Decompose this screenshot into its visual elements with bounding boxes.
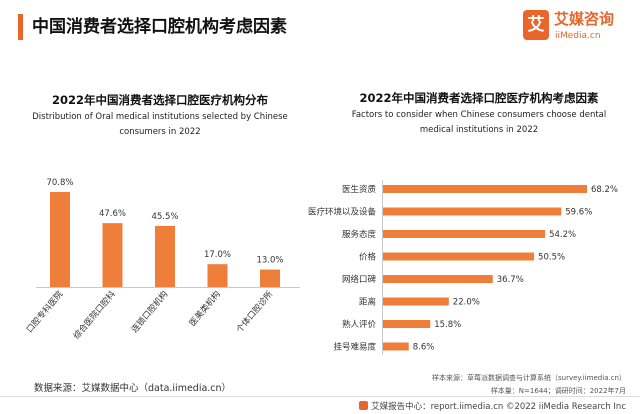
right-bar-value-label: 68.2% (591, 185, 618, 195)
right-chart-subtitle-line2: medical institutions in 2022 (419, 125, 539, 135)
left-bar-value-label: 45.5% (151, 212, 178, 222)
logo-mark-text: 艾 (527, 15, 545, 35)
right-bar (383, 342, 409, 351)
title-accent-bar (18, 14, 23, 40)
right-bar-value-label: 15.8% (434, 320, 461, 330)
sample-size-note: 样本量：N=1644；调研时间：2022年7月 (490, 387, 626, 395)
left-bar-value-label: 17.0% (204, 250, 231, 260)
left-bar (260, 269, 280, 287)
right-bar-value-label: 59.6% (565, 208, 592, 218)
right-bar (383, 275, 493, 283)
page-title: 中国消费者选择口腔机构考虑因素 (32, 17, 287, 37)
right-bar (383, 297, 449, 306)
left-category-label: 医美类机构 (187, 289, 223, 329)
left-bar-value-label: 13.0% (256, 256, 283, 266)
copyright-text: 艾媒报告中心：report.iimedia.cn ©2022 iiMedia R… (371, 402, 626, 412)
left-category-label: 口腔专科医院 (24, 288, 66, 335)
data-source-note: 数据来源：艾媒数据中心（data.iimedia.cn） (34, 383, 232, 394)
left-bar-value-label: 70.8% (46, 178, 73, 188)
right-bar-value-label: 54.2% (549, 230, 576, 240)
left-category-label: 综合医院口腔科 (71, 288, 118, 341)
left-category-label: 连锁口腔机构 (129, 289, 170, 335)
right-category-label: 医生资质 (342, 184, 377, 195)
right-chart-subtitle-line1: Factors to consider when Chinese consume… (351, 110, 607, 120)
left-category-label: 个体口腔诊所 (234, 288, 276, 335)
right-category-label: 医疗环境以及设备 (308, 207, 377, 218)
left-chart-subtitle-line2: consumers in 2022 (119, 127, 201, 137)
sample-source-note: 样本来源：草莓派数据调查与计算系统（survey.iimedia.cn） (432, 374, 626, 382)
right-bar-value-label: 22.0% (453, 298, 480, 308)
left-bar (207, 264, 228, 287)
right-category-label: 熟人评价 (342, 319, 377, 330)
right-chart-title: 2022年中国消费者选择口腔医疗机构考虑因素 (359, 91, 599, 105)
left-chart-title: 2022年中国消费者选择口腔医疗机构分布 (51, 93, 268, 107)
right-bar (383, 185, 587, 193)
right-category-label: 网络口碑 (342, 274, 377, 285)
brand-logo: 艾 艾媒咨询 iiMedia.cn (523, 8, 635, 48)
right-bar-value-label: 50.5% (538, 253, 565, 263)
right-bar-value-label: 8.6% (413, 343, 435, 353)
right-bar (383, 320, 431, 328)
left-bar (50, 192, 70, 287)
copyright-bar: 艾媒报告中心：report.iimedia.cn ©2022 iiMedia R… (359, 401, 626, 413)
right-category-label: 服务态度 (342, 229, 377, 240)
left-chart-subtitle-line1: Distribution of Oral medical institution… (32, 112, 288, 122)
right-bar (383, 230, 546, 238)
right-bar (383, 207, 562, 216)
logo-mark-icon: 艾 (523, 10, 549, 40)
left-bar (155, 225, 175, 287)
report-center-icon (359, 401, 369, 410)
right-bar (383, 252, 535, 261)
left-bar-value-label: 47.6% (99, 209, 126, 219)
logo-name-cn: 艾媒咨询 (554, 10, 615, 28)
footer-divider (0, 396, 640, 397)
right-category-label: 价格 (359, 252, 377, 263)
right-bar-value-label: 36.7% (497, 275, 524, 285)
logo-name-en: iiMedia.cn (555, 31, 601, 41)
right-category-label: 挂号难易度 (333, 342, 376, 353)
left-bar (102, 223, 123, 287)
right-category-label: 距离 (359, 297, 376, 308)
